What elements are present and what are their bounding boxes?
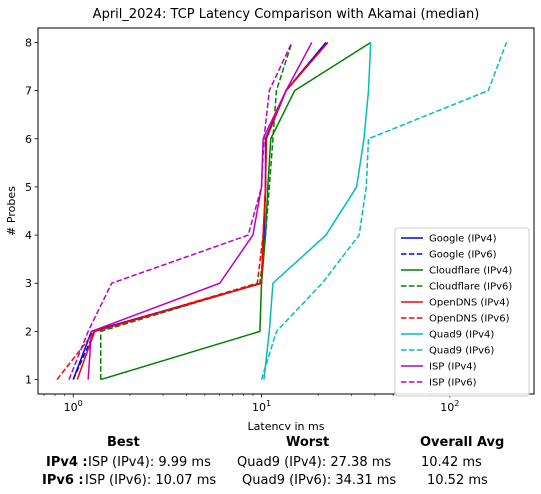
legend-label: Google (IPv4) <box>429 234 497 245</box>
y-axis: 1 2 3 4 5 6 7 8 <box>25 36 38 386</box>
series-line-cloudflare-ipv6 <box>101 42 292 379</box>
y-tick-label: 5 <box>25 181 32 194</box>
legend-label: Cloudflare (IPv4) <box>429 266 512 277</box>
y-tick-label: 1 <box>25 374 32 387</box>
x-tick-label: 101 <box>252 399 271 414</box>
y-tick-label: 2 <box>25 325 32 338</box>
legend-label: ISP (IPv4) <box>429 362 477 373</box>
summary-row-ipv6-avg: 10.52 ms <box>427 473 488 488</box>
legend-label: ISP (IPv6) <box>429 378 477 389</box>
summary-row-ipv4-avg: 10.42 ms <box>421 455 482 470</box>
chart-title: April_2024: TCP Latency Comparison with … <box>93 7 480 22</box>
summary-row-ipv4-best: ISP (IPv4): 9.99 ms <box>88 455 211 470</box>
y-axis-label: # Probes <box>5 186 18 236</box>
y-tick-label: 6 <box>25 133 32 146</box>
y-tick-label: 4 <box>25 229 32 242</box>
x-axis: 100 101 102 <box>44 394 506 414</box>
y-tick-label: 7 <box>25 85 32 98</box>
summary-row-ipv4-label: IPv4 : <box>46 455 88 470</box>
y-tick-label: 3 <box>25 277 32 290</box>
legend-label: Cloudflare (IPv6) <box>429 282 512 293</box>
legend-label: OpenDNS (IPv6) <box>429 314 510 325</box>
summary-header-best: Best <box>107 435 140 450</box>
x-tick-label: 102 <box>440 399 459 414</box>
legend: Google (IPv4) Google (IPv6) Cloudflare (IP… <box>395 228 529 396</box>
series-line-quad9-ipv4 <box>264 42 371 379</box>
latency-chart: April_2024: TCP Latency Comparison with … <box>0 0 541 430</box>
summary-header-avg: Overall Avg <box>420 435 504 450</box>
legend-label: Quad9 (IPv4) <box>429 330 494 341</box>
summary-row-ipv6-worst: Quad9 (IPv6): 34.31 ms <box>242 473 396 488</box>
summary-row-ipv6-label: IPv6 : <box>42 473 84 488</box>
summary-header-worst: Worst <box>286 435 329 450</box>
series-line-isp-ipv4 <box>88 42 312 379</box>
legend-label: Google (IPv6) <box>429 250 497 261</box>
legend-label: Quad9 (IPv6) <box>429 346 494 357</box>
series-line-opendns-ipv4 <box>77 42 328 379</box>
summary-row-ipv6-best: ISP (IPv6): 10.07 ms <box>85 473 216 488</box>
series-line-cloudflare-ipv4 <box>101 42 371 379</box>
x-tick-label: 100 <box>64 399 83 414</box>
legend-label: OpenDNS (IPv4) <box>429 298 510 309</box>
x-axis-label: Latency in ms <box>248 420 325 430</box>
summary-row-ipv4-worst: Quad9 (IPv4): 27.38 ms <box>237 455 391 470</box>
y-tick-label: 8 <box>25 36 32 49</box>
